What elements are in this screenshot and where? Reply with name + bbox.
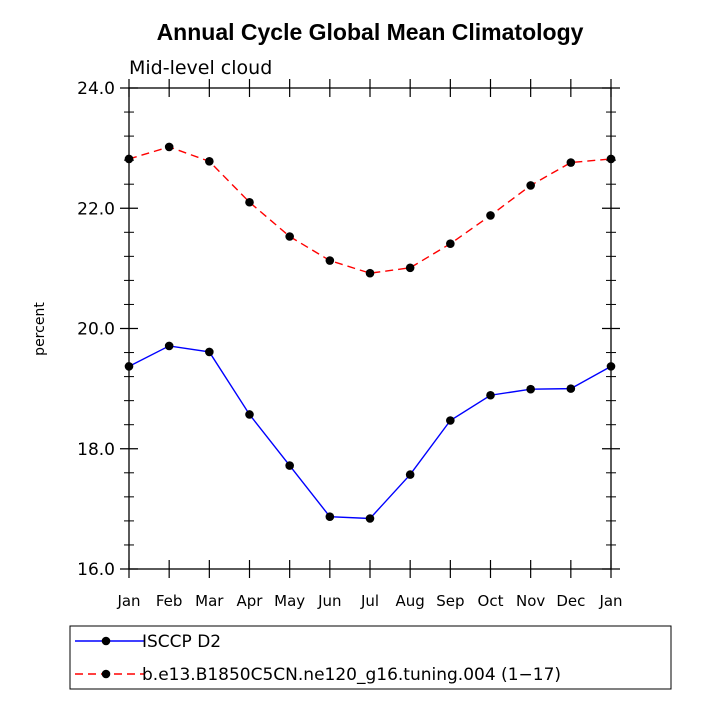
plot-frame <box>128 87 612 570</box>
x-tick-label: Oct <box>478 592 504 610</box>
data-point <box>164 142 174 152</box>
data-point <box>325 256 335 265</box>
legend-label-1: ISCCP D2 <box>142 632 221 652</box>
data-point <box>325 512 335 521</box>
data-point <box>245 197 254 207</box>
data-point <box>526 384 535 394</box>
legend-label-2: b.e13.B1850C5CN.ne120_g16.tuning.004 (1−… <box>142 665 561 685</box>
data-point <box>405 263 415 273</box>
data-point <box>285 232 294 241</box>
data-point <box>566 158 576 167</box>
legend-box <box>69 625 672 690</box>
x-tick-label: Apr <box>237 592 264 610</box>
x-tick-label: Jan <box>598 592 622 610</box>
y-tick-label: 24.0 <box>77 79 115 99</box>
chart-subtitle: Mid-level cloud <box>129 57 272 79</box>
data-point <box>405 470 415 479</box>
y-tick-label: 16.0 <box>77 560 115 580</box>
data-point <box>124 362 134 371</box>
x-tick-label: Dec <box>556 592 585 610</box>
data-point <box>365 514 375 523</box>
legend: ISCCP D2 b.e13.B1850C5CN.ne120_g16.tuning… <box>69 625 672 690</box>
data-point <box>486 211 495 220</box>
plot-area: 16.0 18.0 20.0 22.0 24.0 Jan Feb Mar Apr May Jun Ju… <box>77 79 623 610</box>
data-point <box>486 390 495 400</box>
data-point <box>245 410 254 419</box>
x-tick-label: Feb <box>156 592 183 610</box>
data-point <box>164 341 174 351</box>
data-point <box>365 268 375 278</box>
data-point <box>606 154 616 164</box>
x-tick-label: Jul <box>360 592 379 610</box>
data-point <box>124 154 134 164</box>
chart-title: Annual Cycle Global Mean Climatology <box>157 19 584 45</box>
x-tick-label: Jan <box>116 592 140 610</box>
y-tick-label: 18.0 <box>77 440 115 460</box>
x-tick-label: May <box>274 592 305 610</box>
data-point <box>205 157 214 166</box>
x-tick-label: Mar <box>195 592 224 610</box>
y-axis-label: percent <box>32 302 48 356</box>
x-tick-label: Nov <box>516 592 545 610</box>
x-tick-label: Aug <box>396 592 425 610</box>
data-point <box>606 362 616 371</box>
data-point <box>566 384 576 393</box>
data-point <box>205 347 214 357</box>
legend-marker <box>101 669 111 679</box>
x-tick-label: Sep <box>436 592 464 610</box>
series-line-2 <box>128 146 612 274</box>
y-tick-label: 22.0 <box>77 199 115 219</box>
x-tick-label: Jun <box>317 592 341 610</box>
data-point <box>446 239 455 249</box>
data-point <box>446 416 455 425</box>
y-tick-label: 20.0 <box>77 320 115 340</box>
data-point <box>285 461 294 470</box>
series-line-1 <box>128 345 612 520</box>
legend-marker <box>101 636 111 646</box>
data-point <box>526 181 535 190</box>
